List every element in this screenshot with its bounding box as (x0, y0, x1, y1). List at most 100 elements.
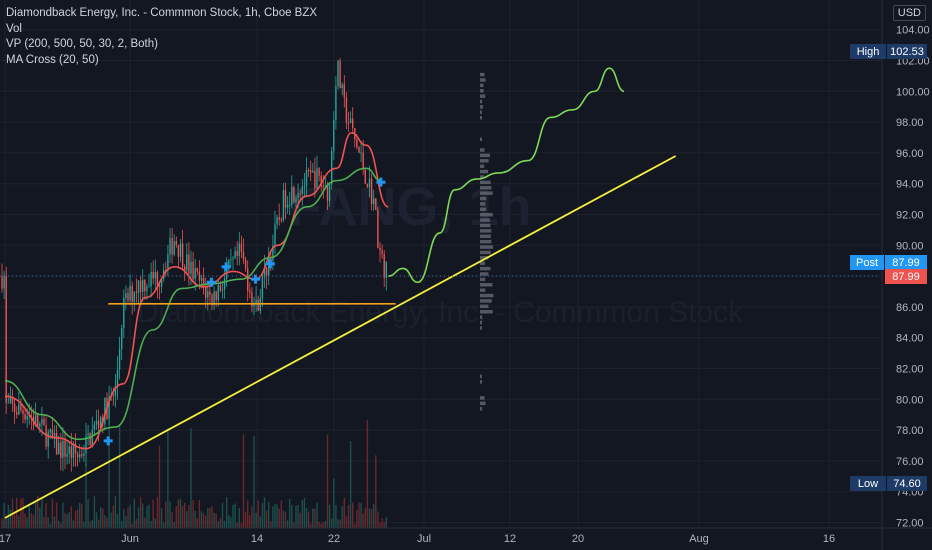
post-label: Post (856, 257, 878, 269)
currency-selector[interactable]: USD (892, 5, 926, 21)
candle-body-16 (34, 414, 37, 426)
y-tick-96: 96.00 (896, 148, 924, 160)
volume-bar-38 (81, 503, 83, 528)
y-tick-80: 80.00 (896, 394, 924, 406)
volume-bar-56 (118, 423, 121, 528)
candle-body-84 (177, 244, 180, 257)
volume-bar-151 (318, 521, 320, 528)
volume-profile-bin-89.65 (480, 250, 491, 255)
volume-bar-28 (60, 522, 62, 528)
volume-bar-33 (70, 506, 72, 528)
volume-bar-73 (154, 518, 156, 528)
volume-bar-114 (240, 523, 243, 528)
volume-bar-143 (301, 500, 303, 528)
candle-body-57 (121, 328, 123, 349)
candle-body-91 (192, 261, 194, 280)
volume-bar-116 (244, 511, 247, 528)
legend-vol[interactable]: Vol (6, 22, 22, 35)
legend-ma[interactable]: MA Cross (20, 50) (6, 53, 99, 66)
ma-slow-line (4, 167, 382, 441)
candle-body-118 (249, 290, 251, 293)
volume-bar-81 (171, 511, 173, 528)
volume-profile (480, 72, 494, 411)
candle-body-31 (66, 453, 68, 457)
time-axis[interactable]: 17 Jun 14 22 Jul 12 20 Aug 16 (0, 527, 932, 545)
volume-bar-107 (226, 496, 228, 528)
candle-body-73 (154, 272, 156, 279)
volume-bar-170 (358, 502, 360, 528)
volume-bar-162 (341, 506, 343, 528)
candle-body-143 (301, 186, 303, 194)
candle-body-54 (114, 386, 117, 396)
candle-body-18 (39, 423, 41, 427)
volume-bar-168 (354, 523, 356, 528)
y-tick-72: 72.00 (896, 518, 924, 530)
volume-bar-172 (362, 513, 364, 528)
ma-cross-marker-1 (206, 277, 216, 287)
candle-body-51 (108, 396, 110, 419)
volume-profile-bin-87.55 (480, 283, 493, 287)
x-tick-14: 14 (251, 533, 263, 545)
candle-body-94 (198, 271, 201, 281)
y-tick-86: 86.00 (896, 302, 924, 314)
volume-bar-66 (139, 497, 142, 528)
volume-bar-23 (49, 523, 51, 528)
legend-title[interactable]: Diamondback Energy, Inc. - Commmon Stock… (6, 7, 318, 19)
candle-body-175 (368, 178, 371, 188)
volume-bar-64 (135, 519, 138, 528)
candle-body-152 (320, 175, 322, 187)
volume-profile-bin-90.35 (480, 239, 492, 244)
candle-body-21 (45, 425, 47, 447)
candle-body-153 (322, 186, 324, 188)
last-price-tag (885, 269, 927, 284)
y-tick-82: 82.00 (896, 364, 924, 376)
volume-bar-44 (93, 496, 96, 528)
volume-bar-140 (295, 505, 297, 528)
volume-bar-173 (364, 507, 366, 528)
y-tick-90: 90.00 (896, 240, 924, 252)
ma-cross-marker-v-1 (209, 277, 213, 287)
candle-body-117 (247, 268, 249, 291)
volume-bar-148 (312, 508, 314, 528)
candle-body-87 (184, 266, 186, 271)
volume-profile-bin-94.90 (480, 169, 489, 174)
volume-profile-bin-99.10 (480, 105, 484, 109)
volume-profile-bin-85.80 (480, 309, 493, 314)
candle-body-93 (196, 268, 198, 272)
volume-profile-bin-81.25 (480, 380, 482, 384)
candle-body-139 (293, 186, 295, 203)
ma-fast-line (4, 132, 389, 450)
volume-bar-48 (102, 508, 104, 528)
candle-body-6 (13, 403, 16, 413)
candle-body-25 (53, 432, 56, 439)
volume-bar-153 (322, 522, 324, 528)
low-value-tag (887, 476, 927, 491)
volume-bar-110 (232, 504, 234, 528)
candle-body-170 (358, 147, 360, 153)
candle-body-19 (41, 418, 43, 424)
volume-bar-156 (328, 504, 331, 528)
volume-bar-112 (236, 522, 238, 528)
candle-body-127 (268, 258, 270, 276)
volume-bar-169 (356, 510, 358, 528)
candle-body-102 (215, 291, 217, 301)
legend-vp[interactable]: VP (200, 500, 50, 30, 2, Both) (6, 38, 158, 50)
volume-profile-bin-85.45 (480, 315, 483, 319)
candle-body-97 (205, 287, 207, 298)
candle-body-122 (257, 299, 259, 311)
candle-body-92 (194, 268, 196, 280)
candle-body-107 (226, 269, 228, 279)
volume-bar-144 (303, 497, 306, 528)
x-tick-Jun: Jun (121, 533, 139, 545)
post-label-tag (850, 255, 884, 270)
volume-profile-bin-97.00 (480, 137, 482, 141)
volume-bar-113 (238, 508, 240, 528)
volume-bar-32 (68, 512, 70, 528)
volume-bar-63 (133, 498, 135, 528)
candle-body-146 (307, 170, 310, 172)
candle-body-160 (337, 60, 339, 87)
candle-body-83 (175, 241, 177, 245)
volume-bar-152 (320, 523, 322, 528)
candle-body-98 (207, 291, 209, 298)
